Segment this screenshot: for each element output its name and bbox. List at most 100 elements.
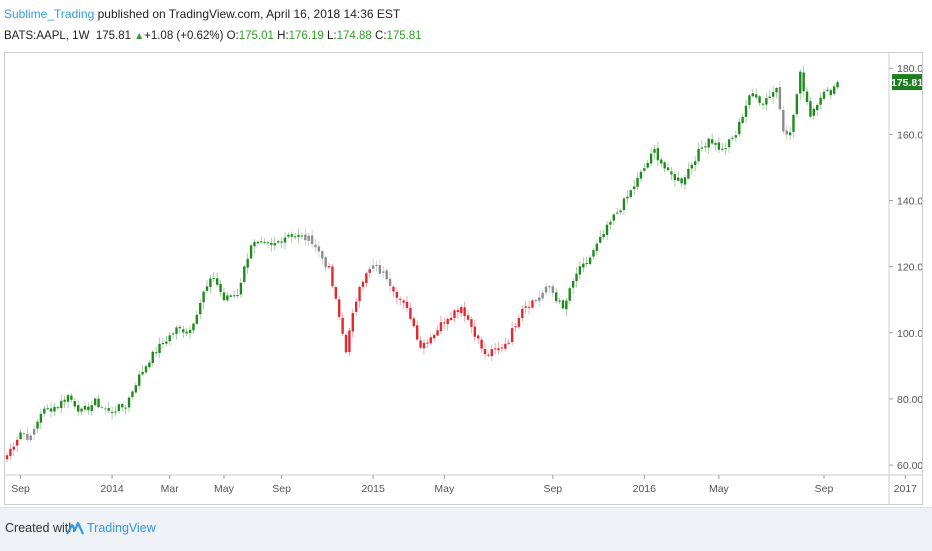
candle-body bbox=[836, 82, 839, 88]
candle-body bbox=[9, 448, 12, 456]
candle-body bbox=[660, 159, 663, 164]
last-price-label: 175.81 bbox=[891, 77, 922, 89]
candle-body bbox=[385, 270, 388, 280]
candle-body bbox=[768, 96, 771, 98]
candle-body bbox=[738, 121, 741, 135]
candle-body bbox=[731, 137, 734, 139]
candle-body bbox=[687, 168, 690, 179]
candle-body bbox=[134, 385, 138, 393]
candle-body bbox=[351, 313, 354, 332]
candle-body bbox=[771, 92, 775, 97]
last-price: 175.81 bbox=[95, 30, 132, 42]
candle-body bbox=[527, 306, 531, 308]
candle-body bbox=[83, 405, 87, 410]
candle-body bbox=[97, 398, 100, 408]
candle-body bbox=[636, 177, 639, 187]
price-chart[interactable]: 60.00 80.00 100.00 120.00 140.00 160.00 180.00… bbox=[5, 53, 922, 504]
candle-body bbox=[43, 408, 46, 414]
candle-body bbox=[354, 301, 358, 312]
candle-body bbox=[670, 171, 673, 175]
candle-body bbox=[473, 326, 477, 337]
candle-body bbox=[36, 421, 39, 429]
candle-body bbox=[707, 138, 710, 148]
candle-body bbox=[246, 258, 249, 268]
candle-body bbox=[178, 326, 182, 329]
candle-body bbox=[439, 322, 443, 332]
candle-body bbox=[368, 269, 371, 273]
candle-body bbox=[477, 335, 480, 339]
candle-body bbox=[548, 286, 551, 288]
candle-body bbox=[317, 246, 321, 252]
candle-body bbox=[561, 300, 565, 309]
tradingview-brand-link[interactable]: TradingView bbox=[87, 521, 156, 535]
candle-body bbox=[324, 257, 327, 268]
time-label: Sep bbox=[272, 483, 291, 495]
candle-body bbox=[802, 72, 805, 92]
candle-body bbox=[609, 221, 612, 225]
candle-body bbox=[443, 322, 446, 324]
candle-body bbox=[710, 139, 714, 144]
candle-body bbox=[402, 300, 405, 303]
tradingview-logo-icon bbox=[66, 521, 84, 535]
candle-body bbox=[693, 161, 697, 166]
candle-body bbox=[534, 299, 538, 301]
candle-body bbox=[544, 286, 548, 293]
candle-body bbox=[12, 446, 15, 450]
candle-body bbox=[622, 198, 626, 210]
candle-body bbox=[470, 319, 473, 327]
time-label: Sep bbox=[815, 483, 834, 495]
author-link[interactable]: Sublime_Trading bbox=[4, 7, 95, 21]
candle-body bbox=[168, 335, 171, 342]
candle-body bbox=[412, 318, 415, 327]
candle-body bbox=[297, 234, 300, 237]
ohlc-legend: BATS:AAPL, 1W 175.81 ▲+1.08 (+0.62%) O:1… bbox=[4, 30, 422, 42]
candle-body bbox=[80, 408, 83, 412]
candle-body bbox=[239, 282, 243, 295]
time-label: Mar bbox=[161, 483, 180, 495]
candle-body bbox=[93, 398, 97, 406]
candle-body bbox=[758, 96, 761, 103]
candle-body bbox=[87, 406, 90, 411]
candle-body bbox=[426, 342, 429, 344]
candle-body bbox=[49, 408, 53, 412]
candle-body bbox=[290, 234, 293, 237]
candle-body bbox=[22, 433, 26, 435]
candle-body bbox=[314, 244, 317, 248]
candle-body bbox=[616, 212, 619, 214]
time-label: 2016 bbox=[633, 483, 657, 495]
price-label: 60.00 bbox=[897, 460, 922, 472]
candle-body bbox=[287, 234, 290, 237]
candle-body bbox=[222, 292, 226, 301]
candle-body bbox=[558, 300, 561, 302]
candle-body bbox=[717, 142, 721, 150]
candle-body bbox=[66, 395, 70, 402]
candle-body bbox=[19, 432, 22, 440]
candle-body bbox=[646, 162, 649, 168]
price-label: 140.00 bbox=[897, 196, 922, 208]
candle-body bbox=[199, 302, 202, 315]
candle-body bbox=[104, 408, 107, 410]
candle-body bbox=[293, 236, 297, 238]
candle-body bbox=[599, 236, 602, 243]
candle-body bbox=[182, 329, 185, 333]
chart-panel[interactable]: 60.00 80.00 100.00 120.00 140.00 160.00 180.00… bbox=[4, 52, 923, 505]
candle-body bbox=[192, 323, 195, 331]
candle-body bbox=[334, 287, 338, 299]
candle-body bbox=[588, 257, 592, 264]
candle-body bbox=[124, 407, 127, 409]
publish-info: Sublime_Trading published on TradingView… bbox=[4, 7, 400, 21]
candle-body bbox=[778, 86, 782, 110]
candle-body bbox=[748, 95, 751, 106]
candle-body bbox=[253, 241, 256, 247]
price-label: 120.00 bbox=[897, 262, 922, 274]
candle-body bbox=[453, 310, 456, 318]
published-text: published on TradingView.com, April 16, … bbox=[94, 7, 401, 21]
low-value: 174.88 bbox=[336, 30, 372, 42]
price-label: 100.00 bbox=[897, 328, 922, 340]
candle-body bbox=[480, 339, 483, 349]
candle-body bbox=[382, 271, 385, 273]
time-label: 2014 bbox=[100, 483, 124, 495]
candle-body bbox=[629, 190, 632, 197]
candle-body bbox=[114, 411, 117, 413]
candle-body bbox=[304, 234, 307, 241]
